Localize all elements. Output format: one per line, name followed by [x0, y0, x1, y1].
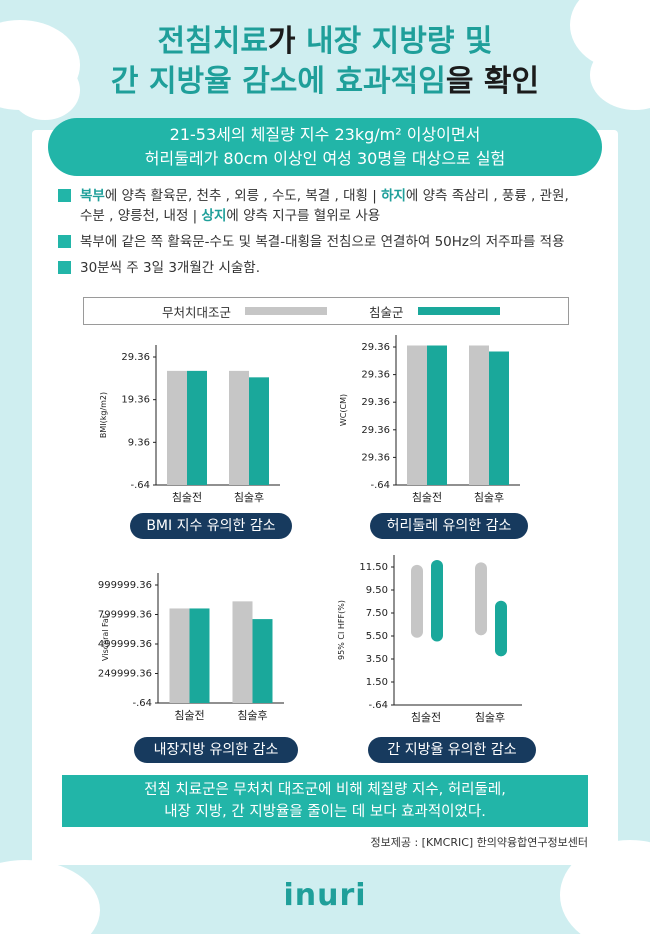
x-tick-label: 침술전 — [412, 491, 442, 504]
method-bullets: 복부에 양측 활육문, 천추 , 외릉 , 수도, 복결 , 대횡 | 하지에 … — [58, 186, 598, 284]
y-tick-label: 3.50 — [366, 654, 388, 665]
y-tick-label: 799999.36 — [98, 610, 152, 621]
liver-fat-chart: 11.50 9.50 7.50 5.50 3.50 1.50 -.64 95% CI HFF(… — [337, 555, 522, 724]
title-highlight: 전침치료 — [157, 24, 268, 59]
visceral-fat-chart: 999999.36 799999.36 499999.36 249999.36 -.64… — [98, 573, 284, 722]
bar-control — [169, 608, 190, 703]
bullet-square-icon — [58, 261, 71, 274]
bar-control — [167, 370, 187, 485]
legend-control: 무처치대조군 — [162, 302, 328, 321]
waist-chart: 29.36 29.36 29.36 29.36 29.36 -.64 WC(CM) 침술전 침술… — [339, 335, 520, 504]
conclusion-line-2: 내장 지방, 간 지방율을 줄이는 데 보다 효과적이었다. — [164, 804, 486, 820]
highlight-abdomen: 복부 — [80, 188, 105, 204]
y-tick-label: 1.50 — [366, 677, 388, 688]
bullet-text: 수분 , 양릉천, 내정 | — [80, 208, 202, 224]
bar-control — [407, 345, 427, 485]
waist-caption: 허리둘레 유의한 감소 — [370, 513, 528, 539]
y-tick-label: 249999.36 — [98, 669, 152, 680]
banner-line-1: 21-53세의 체질량 지수 23kg/m² 이상이면서 — [169, 125, 481, 144]
highlight-arms: 상지 — [201, 208, 227, 224]
y-tick-label: -.64 — [370, 480, 390, 491]
bullet-acupoints: 복부에 양측 활육문, 천추 , 외릉 , 수도, 복결 , 대횡 | 하지에 … — [58, 186, 598, 226]
visceral-caption: 내장지방 유의한 감소 — [134, 737, 298, 763]
y-tick-label: 29.36 — [361, 397, 390, 408]
legend-treatment: 침술군 — [369, 302, 500, 321]
bullet-text: 30분씩 주 3일 3개월간 시술함. — [80, 260, 261, 276]
bar-treatment — [249, 377, 269, 485]
y-tick-label: 29.36 — [361, 425, 390, 436]
y-tick-label: 9.50 — [366, 585, 388, 596]
y-tick-label: 29.36 — [121, 352, 150, 363]
y-axis-title: WC(CM) — [339, 394, 348, 426]
title-line-1: 전침치료가 내장 지방량 및 — [0, 22, 650, 62]
y-tick-label: 499999.36 — [98, 639, 152, 650]
banner-line-2: 허리둘레가 80cm 이상인 여성 30명을 대상으로 실험 — [144, 149, 506, 168]
bar-control — [232, 601, 253, 703]
bullet-electro: 복부에 같은 쪽 활육문-수도 및 복결-대횡을 전침으로 연결하여 50Hz의… — [58, 232, 598, 252]
x-tick-label: 침술전 — [411, 711, 441, 724]
highlight-legs: 하지 — [381, 188, 406, 204]
legend-control-label: 무처치대조군 — [162, 304, 232, 320]
x-tick-label: 침술후 — [237, 709, 267, 722]
chart-legend: 무처치대조군 침술군 — [83, 297, 569, 325]
title-line-2: 간 지방율 감소에 효과적임을 확인 — [0, 62, 650, 102]
study-banner: 21-53세의 체질량 지수 23kg/m² 이상이면서 허리둘레가 80cm … — [48, 118, 602, 176]
bullet-schedule: 30분씩 주 3일 3개월간 시술함. — [58, 258, 598, 278]
bullet-square-icon — [58, 235, 71, 248]
bar-control — [229, 370, 249, 485]
range-bar-control — [475, 562, 487, 636]
range-bar-treatment — [495, 600, 507, 657]
x-tick-label: 침술전 — [172, 491, 202, 504]
title-highlight: 간 지방율 감소에 효과적임 — [110, 64, 446, 99]
title-highlight: 내장 지방량 및 — [305, 24, 493, 59]
y-tick-label: 29.36 — [361, 452, 390, 463]
bullet-square-icon — [58, 189, 71, 202]
bar-control — [469, 345, 489, 485]
conclusion-box: 전침 치료군은 무처치 대조군에 비해 체질량 지수, 허리둘레, 내장 지방,… — [62, 775, 588, 827]
y-tick-label: 7.50 — [366, 608, 388, 619]
source-credit: 정보제공 : [KMCRIC] 한의약융합연구정보센터 — [370, 836, 588, 849]
y-tick-label: 29.36 — [361, 370, 390, 381]
conclusion-line-1: 전침 치료군은 무처치 대조군에 비해 체질량 지수, 허리둘레, — [144, 782, 506, 798]
y-axis-title: BMI(kg/m2) — [99, 392, 108, 438]
title-text: 가 — [267, 24, 306, 59]
x-tick-label: 침술전 — [174, 709, 204, 722]
title-text: 을 확인 — [445, 64, 540, 99]
y-tick-label: -.64 — [132, 698, 152, 709]
y-tick-label: 999999.36 — [98, 580, 152, 591]
bar-treatment — [489, 351, 509, 485]
bullet-text: 에 양측 지구를 혈위로 사용 — [226, 208, 381, 224]
range-bar-control — [411, 564, 423, 638]
y-axis-title: 95% CI HFF(%) — [337, 600, 346, 660]
inuri-logo: inuri — [283, 878, 367, 913]
y-tick-label: 5.50 — [366, 631, 388, 642]
bmi-caption: BMI 지수 유의한 감소 — [130, 513, 292, 539]
legend-treatment-swatch — [417, 307, 500, 315]
legend-treatment-label: 침술군 — [369, 304, 404, 320]
range-bar-treatment — [431, 559, 443, 642]
page-title: 전침치료가 내장 지방량 및 간 지방율 감소에 효과적임을 확인 — [0, 22, 650, 102]
y-tick-label: 19.36 — [121, 395, 150, 406]
bmi-chart: 29.36 19.36 9.36 -.64 BMI(kg/m2) 침술전 침술후 — [99, 345, 280, 504]
cloud-decoration — [10, 60, 80, 120]
bullet-text: 에 양측 족삼리 , 풍륭 , 관원, — [405, 188, 569, 204]
x-tick-label: 침술후 — [234, 491, 264, 504]
x-tick-label: 침술후 — [474, 491, 504, 504]
bullet-text: 에 양측 활육문, 천추 , 외릉 , 수도, 복결 , 대횡 | — [104, 188, 382, 204]
bar-treatment — [189, 608, 210, 703]
legend-control-swatch — [245, 307, 328, 315]
y-tick-label: -.64 — [368, 700, 388, 711]
bar-treatment — [187, 370, 207, 485]
y-tick-label: 11.50 — [359, 562, 388, 573]
y-axis-title: Visceral Fat — [101, 615, 110, 661]
y-tick-label: 29.36 — [361, 342, 390, 353]
bullet-text: 복부에 같은 쪽 활육문-수도 및 복결-대횡을 전침으로 연결하여 50Hz의… — [80, 234, 565, 250]
liver-caption: 간 지방율 유의한 감소 — [368, 737, 536, 763]
y-tick-label: 9.36 — [128, 437, 150, 448]
bar-treatment — [427, 345, 447, 485]
y-tick-label: -.64 — [130, 480, 150, 491]
bar-treatment — [252, 619, 273, 703]
x-tick-label: 침술후 — [475, 711, 505, 724]
